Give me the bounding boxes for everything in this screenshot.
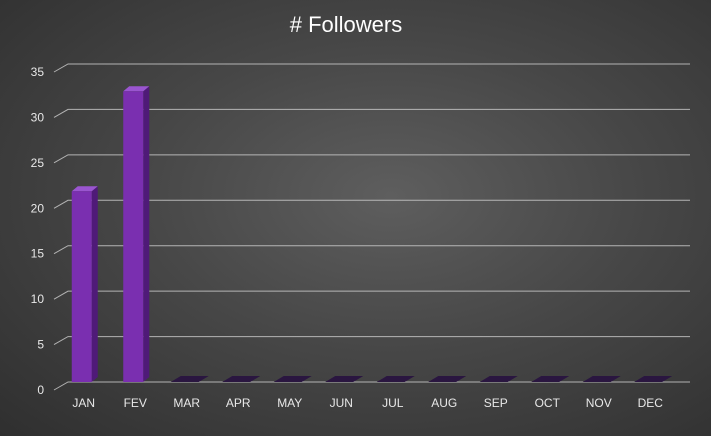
gridline [53, 154, 690, 164]
bar-side [143, 86, 150, 382]
bar [634, 376, 673, 382]
y-tick-label: 15 [31, 247, 45, 261]
bar-zero-slab [376, 376, 415, 382]
bar [531, 376, 570, 382]
bar [273, 376, 312, 382]
bar-zero-slab [325, 376, 364, 382]
y-tick-label: 30 [31, 110, 45, 124]
bar-top [123, 86, 150, 92]
bar [325, 376, 364, 382]
gridline [53, 245, 690, 255]
x-tick-label: DEC [638, 396, 664, 410]
bar-side [91, 186, 98, 382]
y-axis-ticks: 0 5 10 15 20 25 30 35 [31, 65, 45, 397]
y-tick-label: 10 [31, 292, 45, 306]
x-tick-label: AUG [431, 396, 457, 410]
x-tick-label: JAN [72, 396, 95, 410]
bar-zero-slab [273, 376, 312, 382]
bar-zero-slab [582, 376, 621, 382]
x-tick-label: SEP [484, 396, 508, 410]
bar-front [71, 191, 92, 382]
x-tick-label: MAR [173, 396, 200, 410]
x-tick-label: JUN [330, 396, 353, 410]
gridline [53, 381, 690, 391]
x-axis-ticks: JAN FEV MAR APR MAY JUN JUL AUG SEP OCT NOV DEC [72, 396, 663, 410]
bar-front [123, 91, 144, 382]
x-tick-label: APR [226, 396, 251, 410]
gridline [53, 63, 690, 73]
gridline [53, 290, 690, 300]
bar [479, 376, 518, 382]
y-tick-label: 0 [37, 383, 44, 397]
x-tick-label: NOV [586, 396, 612, 410]
bar-zero-slab [170, 376, 209, 382]
x-tick-label: MAY [277, 396, 302, 410]
bar [376, 376, 415, 382]
y-tick-label: 5 [37, 338, 44, 352]
bar-zero-slab [222, 376, 261, 382]
bar-zero-slab [531, 376, 570, 382]
bar [222, 376, 261, 382]
gridline [53, 336, 690, 346]
gridlines [53, 63, 690, 391]
x-tick-label: FEV [124, 396, 147, 410]
bar-zero-slab [634, 376, 673, 382]
x-tick-label: OCT [535, 396, 561, 410]
bar [428, 376, 467, 382]
gridline [53, 108, 690, 118]
bar-top [71, 186, 98, 192]
bar [123, 86, 150, 382]
bar-zero-slab [479, 376, 518, 382]
x-tick-label: JUL [382, 396, 404, 410]
bar-zero-slab [428, 376, 467, 382]
bars [71, 86, 673, 382]
y-tick-label: 25 [31, 156, 45, 170]
gridline [53, 199, 690, 209]
bar [582, 376, 621, 382]
y-tick-label: 20 [31, 201, 45, 215]
bar [170, 376, 209, 382]
chart-title: # Followers [290, 12, 402, 37]
y-tick-label: 35 [31, 65, 45, 79]
bar [71, 186, 98, 382]
